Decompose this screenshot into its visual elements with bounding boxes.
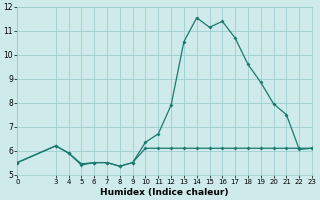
X-axis label: Humidex (Indice chaleur): Humidex (Indice chaleur) xyxy=(100,188,229,197)
